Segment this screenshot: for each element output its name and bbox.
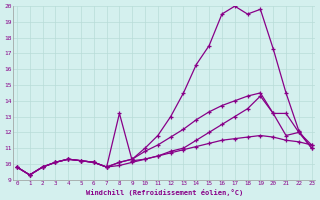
- X-axis label: Windchill (Refroidissement éolien,°C): Windchill (Refroidissement éolien,°C): [86, 189, 243, 196]
